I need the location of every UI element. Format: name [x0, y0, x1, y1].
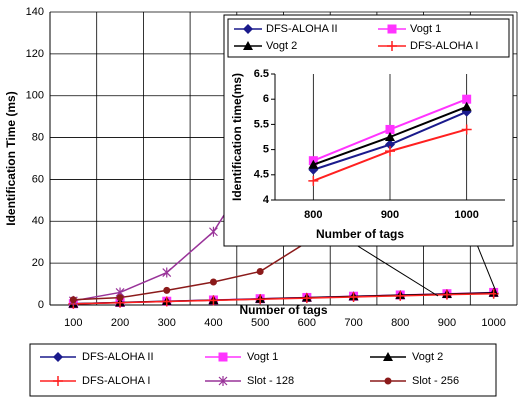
legend-label: Vogt 2 — [412, 351, 443, 363]
marker — [308, 175, 319, 186]
marker — [462, 94, 472, 104]
marker — [218, 376, 228, 386]
inset-plot: 4 4.5 5 5.5 6 6.5 800 900 1000 Number of tags Iden… — [223, 14, 514, 247]
y-axis-title: Identification time(ms) — [230, 73, 244, 201]
y-tick-label: 4.5 — [254, 169, 269, 181]
marker — [162, 267, 172, 278]
marker — [69, 296, 77, 304]
marker — [348, 291, 359, 302]
marker — [461, 124, 472, 135]
marker — [163, 286, 171, 294]
x-tick-label: 900 — [438, 317, 456, 329]
x-tick-label: 500 — [251, 317, 269, 329]
legend-items: DFS-ALOHA II Vogt 1 Vogt 2 DFS-ALOHA I Slot … — [40, 351, 459, 387]
marker — [53, 352, 63, 362]
x-tick-label: 300 — [158, 317, 176, 329]
inset-legend — [227, 18, 510, 58]
x-tick-label: 1000 — [454, 209, 478, 221]
legend-label: Slot - 256 — [412, 375, 459, 387]
x-tick-label: 1000 — [481, 317, 505, 329]
marker — [208, 295, 219, 306]
y-tick-label: 6 — [263, 93, 269, 105]
y-tick-label: 60 — [32, 173, 44, 185]
marker — [255, 294, 266, 305]
marker — [53, 376, 63, 386]
marker — [256, 268, 264, 276]
marker — [387, 41, 397, 51]
marker — [308, 159, 319, 169]
legend-label: Vogt 1 — [247, 351, 278, 363]
marker — [218, 352, 228, 362]
marker — [385, 146, 395, 157]
y-tick-label: 0 — [38, 299, 44, 311]
legend-label: Vogt 1 — [410, 23, 441, 35]
marker — [116, 294, 124, 302]
legend-label: DFS-ALOHA II — [266, 23, 338, 35]
y-tick-label: 100 — [26, 90, 44, 102]
x-tick-label: 400 — [204, 317, 222, 329]
legend-label: DFS-ALOHA I — [82, 375, 150, 387]
series-line — [73, 241, 308, 301]
marker — [243, 41, 253, 50]
marker — [301, 293, 312, 304]
marker — [385, 139, 395, 150]
y-tick-label: 40 — [32, 215, 44, 227]
y-tick-label: 6.5 — [254, 68, 269, 80]
legend-label: Vogt 2 — [266, 40, 297, 52]
marker — [385, 124, 395, 134]
marker — [385, 132, 395, 141]
marker — [383, 352, 393, 361]
x-tick-label: 800 — [391, 317, 409, 329]
legend-label: DFS-ALOHA I — [410, 40, 478, 52]
marker — [461, 101, 472, 111]
marker — [209, 226, 218, 237]
x-tick-label: 600 — [298, 317, 316, 329]
legend-label: DFS-ALOHA II — [82, 351, 154, 363]
legend-label: Slot - 128 — [247, 375, 294, 387]
x-tick-label: 900 — [381, 209, 399, 221]
y-tick-label: 120 — [26, 48, 44, 60]
y-tick-label: 20 — [32, 257, 44, 269]
y-tick-label: 5.5 — [254, 118, 269, 130]
series-line — [73, 292, 494, 305]
x-axis-title: Number of tags — [239, 303, 327, 317]
y-tick-label: 4 — [263, 194, 270, 206]
marker — [161, 296, 172, 307]
y-tick-label: 80 — [32, 131, 44, 143]
marker — [243, 24, 253, 34]
marker — [441, 289, 452, 300]
y-tick-label: 5 — [263, 144, 269, 156]
marker — [384, 377, 392, 385]
x-axis-title: Number of tags — [316, 227, 404, 241]
legend — [29, 343, 497, 397]
x-tick-label: 100 — [64, 317, 82, 329]
x-tick-label: 700 — [344, 317, 362, 329]
y-tick-label: 140 — [26, 6, 44, 18]
x-tick-label: 800 — [304, 209, 322, 221]
marker — [209, 278, 217, 286]
y-axis-title: Identification Time (ms) — [4, 91, 18, 225]
marker — [395, 290, 406, 301]
x-tick-label: 200 — [111, 317, 129, 329]
marker — [387, 24, 397, 34]
